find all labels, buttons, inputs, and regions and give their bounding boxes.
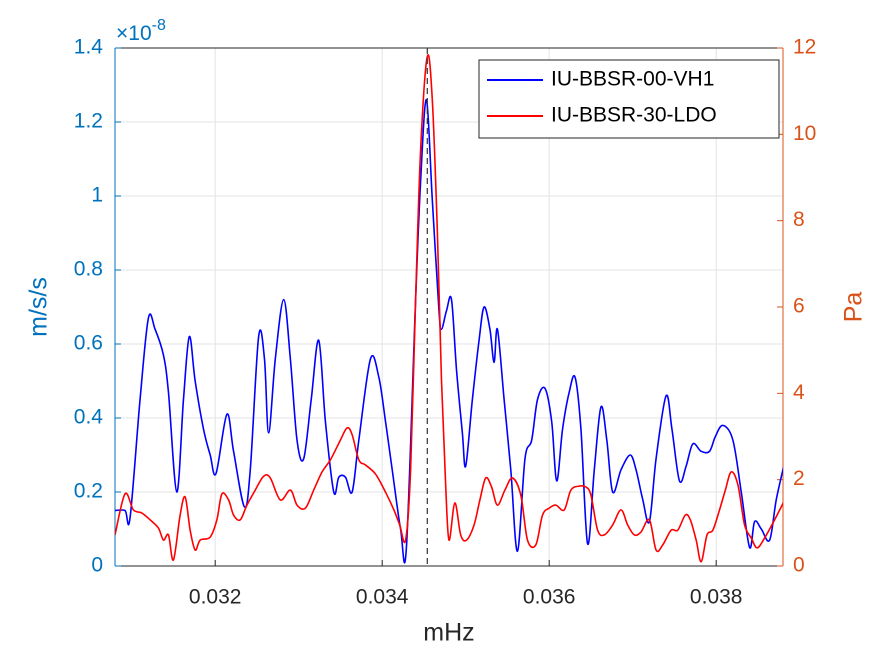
y-axis-label: m/s/s xyxy=(25,277,53,337)
y-tick-label: 0.4 xyxy=(74,406,104,429)
x-axis-label: mHz xyxy=(423,619,474,647)
y2-tick-label: 2 xyxy=(793,467,805,490)
legend-box xyxy=(478,59,780,139)
y2-tick-label: 4 xyxy=(793,381,805,404)
y-tick-label: 0 xyxy=(91,554,103,577)
y-multiplier: ×10-8 xyxy=(116,17,166,44)
y-tick-label: 0.8 xyxy=(74,258,103,281)
y-tick-label: 1.4 xyxy=(74,36,104,59)
series-line xyxy=(115,54,783,563)
legend: IU-BBSR-00-VH1 IU-BBSR-30-LDO xyxy=(478,59,780,139)
x-tick-label: 0.036 xyxy=(523,586,576,609)
x-tick-label: 0.034 xyxy=(356,586,409,609)
y-multiplier-exponent: -8 xyxy=(152,17,166,34)
y2-tick-label: 0 xyxy=(793,554,805,577)
legend-label: IU-BBSR-30-LDO xyxy=(551,104,717,127)
y2-tick-label: 10 xyxy=(793,122,816,145)
y2-tick-label: 12 xyxy=(793,36,816,59)
series-line xyxy=(115,98,783,564)
y-tick-label: 0.6 xyxy=(74,332,103,355)
y-tick-label: 0.2 xyxy=(74,480,103,503)
y-tick-label: 1.2 xyxy=(74,110,103,133)
y2-axis-label: Pa xyxy=(840,292,868,323)
x-tick-label: 0.032 xyxy=(189,586,242,609)
legend-label: IU-BBSR-00-VH1 xyxy=(551,68,714,91)
x-tick-label: 0.038 xyxy=(690,586,743,609)
y2-tick-label: 8 xyxy=(793,208,805,231)
y2-tick-label: 6 xyxy=(793,295,805,318)
y-multiplier-base: ×10 xyxy=(116,22,152,45)
y-tick-label: 1 xyxy=(91,184,103,207)
